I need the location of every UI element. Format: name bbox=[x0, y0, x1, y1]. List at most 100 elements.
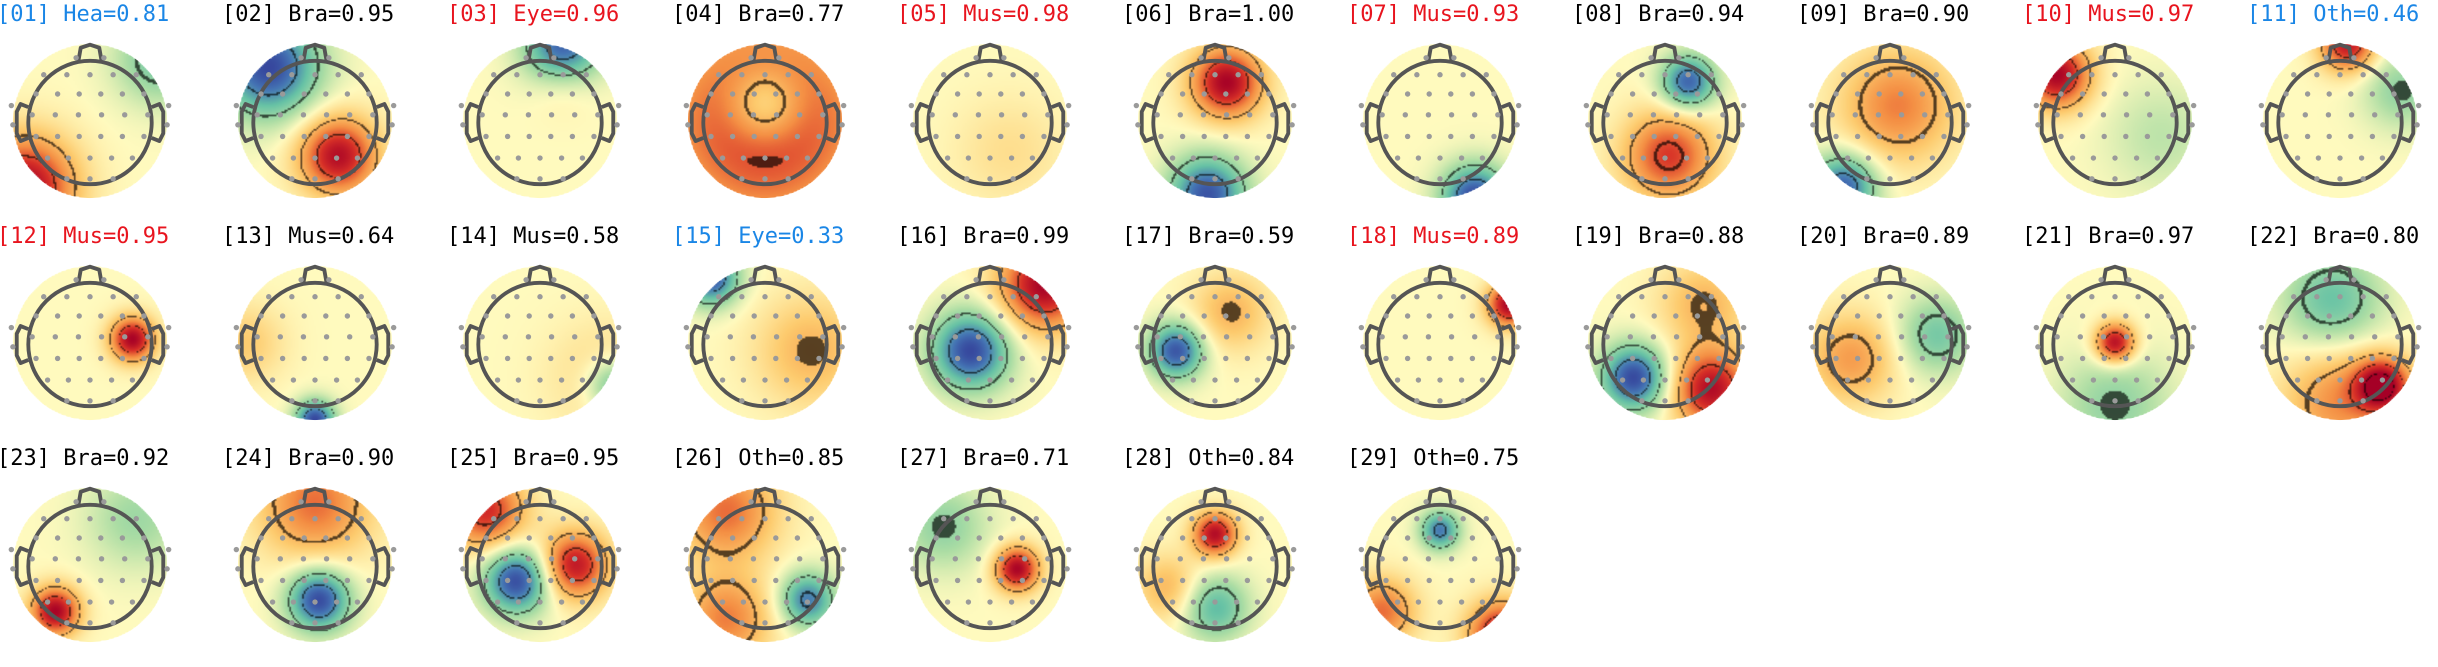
component-cell-01: [01] Hea=0.81 bbox=[0, 0, 222, 222]
electrode-dot bbox=[1604, 334, 1610, 340]
electrode-dot bbox=[277, 334, 283, 340]
scalp-topomap-26 bbox=[683, 486, 847, 643]
right-ear bbox=[825, 546, 841, 587]
left-ear bbox=[14, 102, 30, 143]
electrode-dot bbox=[729, 133, 736, 140]
electrode-dot bbox=[1223, 577, 1229, 584]
electrode-dot bbox=[2058, 133, 2064, 140]
electrode-dot bbox=[839, 122, 845, 128]
electrode-dot bbox=[1404, 313, 1411, 319]
electrode-dot bbox=[2112, 398, 2118, 404]
electrode-dot bbox=[326, 499, 332, 505]
electrode-dot bbox=[141, 355, 147, 362]
electrode-dot bbox=[323, 334, 330, 340]
electrode-dot bbox=[1651, 133, 1657, 140]
component-label: [14] Mus=0.58 bbox=[447, 224, 620, 249]
electrode-dot bbox=[33, 133, 39, 140]
electrode-dot bbox=[2360, 398, 2366, 404]
electrode-dot bbox=[1010, 294, 1016, 300]
electrode-dot bbox=[258, 133, 264, 140]
electrode-dot bbox=[87, 620, 93, 626]
right-ear bbox=[600, 324, 616, 365]
activation-field bbox=[1137, 265, 1293, 421]
electrode-dot bbox=[1235, 620, 1241, 626]
electrode-dot bbox=[1495, 112, 1501, 118]
head-outline bbox=[2051, 280, 2179, 409]
electrode-dot bbox=[2391, 91, 2397, 97]
electrode-dot bbox=[8, 102, 15, 109]
electrode-dot bbox=[258, 577, 264, 584]
electrode-dot bbox=[1033, 294, 1039, 300]
electrode-dot bbox=[1423, 55, 1429, 61]
electrode-dot bbox=[301, 355, 307, 362]
electrode-dot bbox=[748, 277, 754, 283]
component-cell-13: [13] Mus=0.64 bbox=[222, 222, 447, 444]
electrode-dot bbox=[1212, 620, 1218, 626]
electrode-dot bbox=[1235, 72, 1241, 78]
electrode-dot bbox=[1922, 112, 1928, 118]
electrode-dot bbox=[973, 499, 979, 505]
electrode-dot bbox=[1639, 176, 1645, 182]
electrode-dot bbox=[347, 556, 353, 562]
electrode-dot bbox=[1019, 91, 1026, 97]
electrode-dot bbox=[2372, 334, 2378, 340]
electrode-dot bbox=[1425, 112, 1432, 118]
electrode-dot bbox=[279, 91, 286, 97]
scalp-topomap-15 bbox=[683, 264, 847, 421]
activation-field bbox=[237, 43, 393, 199]
right-ear bbox=[150, 546, 166, 587]
electrode-dot bbox=[358, 72, 364, 78]
electrode-dot bbox=[2383, 294, 2389, 300]
left-ear bbox=[1364, 102, 1380, 143]
head-outline bbox=[251, 58, 379, 187]
electrode-dot bbox=[1404, 355, 1411, 362]
electrode-dot bbox=[10, 122, 16, 128]
nose-marker bbox=[1426, 486, 1454, 506]
electrode-dot bbox=[1583, 102, 1590, 109]
electrode-dot bbox=[1451, 499, 1457, 505]
left-ear bbox=[914, 546, 930, 587]
electrode-dot bbox=[1673, 334, 1680, 340]
electrode-dot bbox=[525, 556, 532, 562]
electrode-dot bbox=[933, 91, 939, 97]
electrode-dot bbox=[998, 355, 1004, 362]
electrode-dot bbox=[1383, 535, 1389, 541]
electrode-dot bbox=[2326, 313, 2332, 319]
electrode-dot bbox=[233, 102, 240, 109]
electrode-dot bbox=[1437, 620, 1443, 626]
electrode-dot bbox=[523, 499, 529, 505]
electrode-dot bbox=[1189, 176, 1195, 182]
head-outline bbox=[2276, 58, 2404, 187]
electrode-dot bbox=[370, 334, 376, 340]
component-label: [11] Oth=0.46 bbox=[2247, 2, 2420, 27]
electrode-dot bbox=[569, 91, 576, 97]
electrode-dot bbox=[1910, 294, 1916, 300]
electrode-dot bbox=[515, 155, 522, 161]
electrode-dot bbox=[762, 377, 768, 383]
electrode-dot bbox=[1201, 355, 1207, 362]
electrode-dot bbox=[716, 294, 722, 300]
electrode-dot bbox=[1223, 133, 1229, 140]
component-label: [15] Eye=0.33 bbox=[672, 224, 845, 249]
electrode-dot bbox=[976, 133, 982, 140]
electrode-dot bbox=[1426, 91, 1432, 97]
electrode-dot bbox=[1941, 133, 1947, 140]
left-ear bbox=[914, 102, 930, 143]
activation-field bbox=[687, 487, 843, 643]
electrode-dot bbox=[491, 72, 497, 78]
electrode-dot bbox=[1852, 112, 1858, 118]
electrode-dot bbox=[537, 516, 543, 522]
electrode-dot bbox=[773, 535, 779, 541]
electrode-dot bbox=[2144, 313, 2151, 319]
head-outline bbox=[926, 280, 1054, 409]
nose-marker bbox=[1201, 264, 1229, 284]
head-outline bbox=[1151, 280, 1279, 409]
electrode-dot bbox=[335, 72, 341, 78]
electrode-dot bbox=[2395, 112, 2401, 118]
electrode-dot bbox=[1491, 133, 1497, 140]
component-cell-28: [28] Oth=0.84 bbox=[1122, 444, 1347, 666]
head-outline bbox=[26, 502, 154, 631]
left-ear bbox=[239, 546, 255, 587]
electrode-dot bbox=[987, 176, 993, 182]
electrode-dot bbox=[1460, 516, 1466, 522]
